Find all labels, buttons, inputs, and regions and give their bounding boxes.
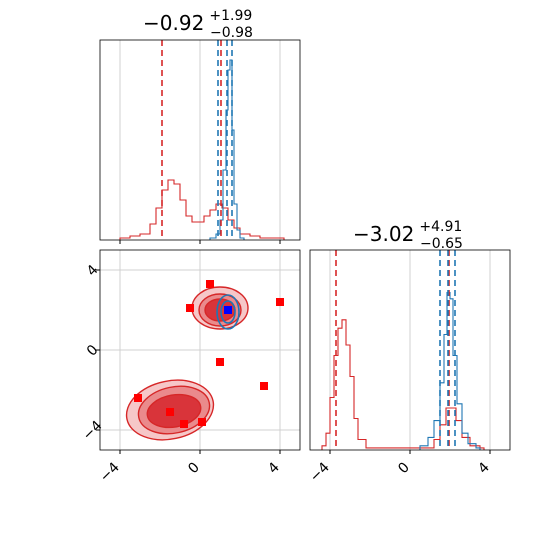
x-marginal-grid [119,40,281,240]
x-marginal-title-value: −0.92 [143,11,204,35]
x-marginal-panel: −0.92 +1.99 −0.98 [99,8,301,244]
x-marginal-histograms [119,59,285,240]
x-marginal-xticks [119,240,281,244]
red-marker [134,394,142,402]
blue-histogram [209,59,245,240]
joint-markers [134,280,284,428]
y-marginal-quantile-lines [335,250,456,450]
x-tick-label: 4 [475,459,493,477]
joint-contours [125,286,249,441]
blue-marker [224,306,232,314]
y-marginal-histograms [321,291,485,450]
joint-panel: −4 0 4 −4 0 4 [80,249,301,485]
y-marginal-panel: −4 0 4 −3.02 +4.91 −0.65 [307,219,511,485]
blue-histogram [419,291,481,450]
blue-contour [220,300,236,324]
y-tick-label: 4 [84,262,102,280]
y-marginal-title: −3.02 +4.91 [353,219,462,246]
red-marker [198,418,206,426]
y-marginal-xticks: −4 0 4 [307,450,493,485]
red-histogram [119,179,285,240]
x-tick-label: 0 [185,460,203,478]
y-marginal-grid [329,250,491,450]
x-tick-label: 4 [265,459,283,477]
y-marginal-title-upper: +4.91 [419,219,462,235]
joint-xticks: −4 0 4 [97,450,283,485]
x-marginal-title-upper: +1.99 [209,8,252,24]
blue-contour [216,294,240,330]
y-tick-label: 0 [84,342,102,360]
y-marginal-title-value: −3.02 [353,222,414,246]
red-marker [186,304,194,312]
red-marker [276,298,284,306]
x-tick-label: −4 [307,459,333,485]
x-tick-label: −4 [97,459,123,485]
red-histogram [321,319,485,450]
red-marker [260,382,268,390]
joint-yticks: −4 0 4 [80,262,106,444]
red-marker [166,408,174,416]
x-tick-label: 0 [395,460,413,478]
y-tick-label: −4 [80,418,106,444]
y-marginal-title-lower: −0.65 [420,236,463,252]
x-marginal-title-lower: −0.98 [210,25,253,41]
x-marginal-title: −0.92 +1.99 [143,8,252,35]
red-marker [206,280,214,288]
x-marginal-quantile-lines [161,40,233,240]
red-marker [216,358,224,366]
red-marker [180,420,188,428]
